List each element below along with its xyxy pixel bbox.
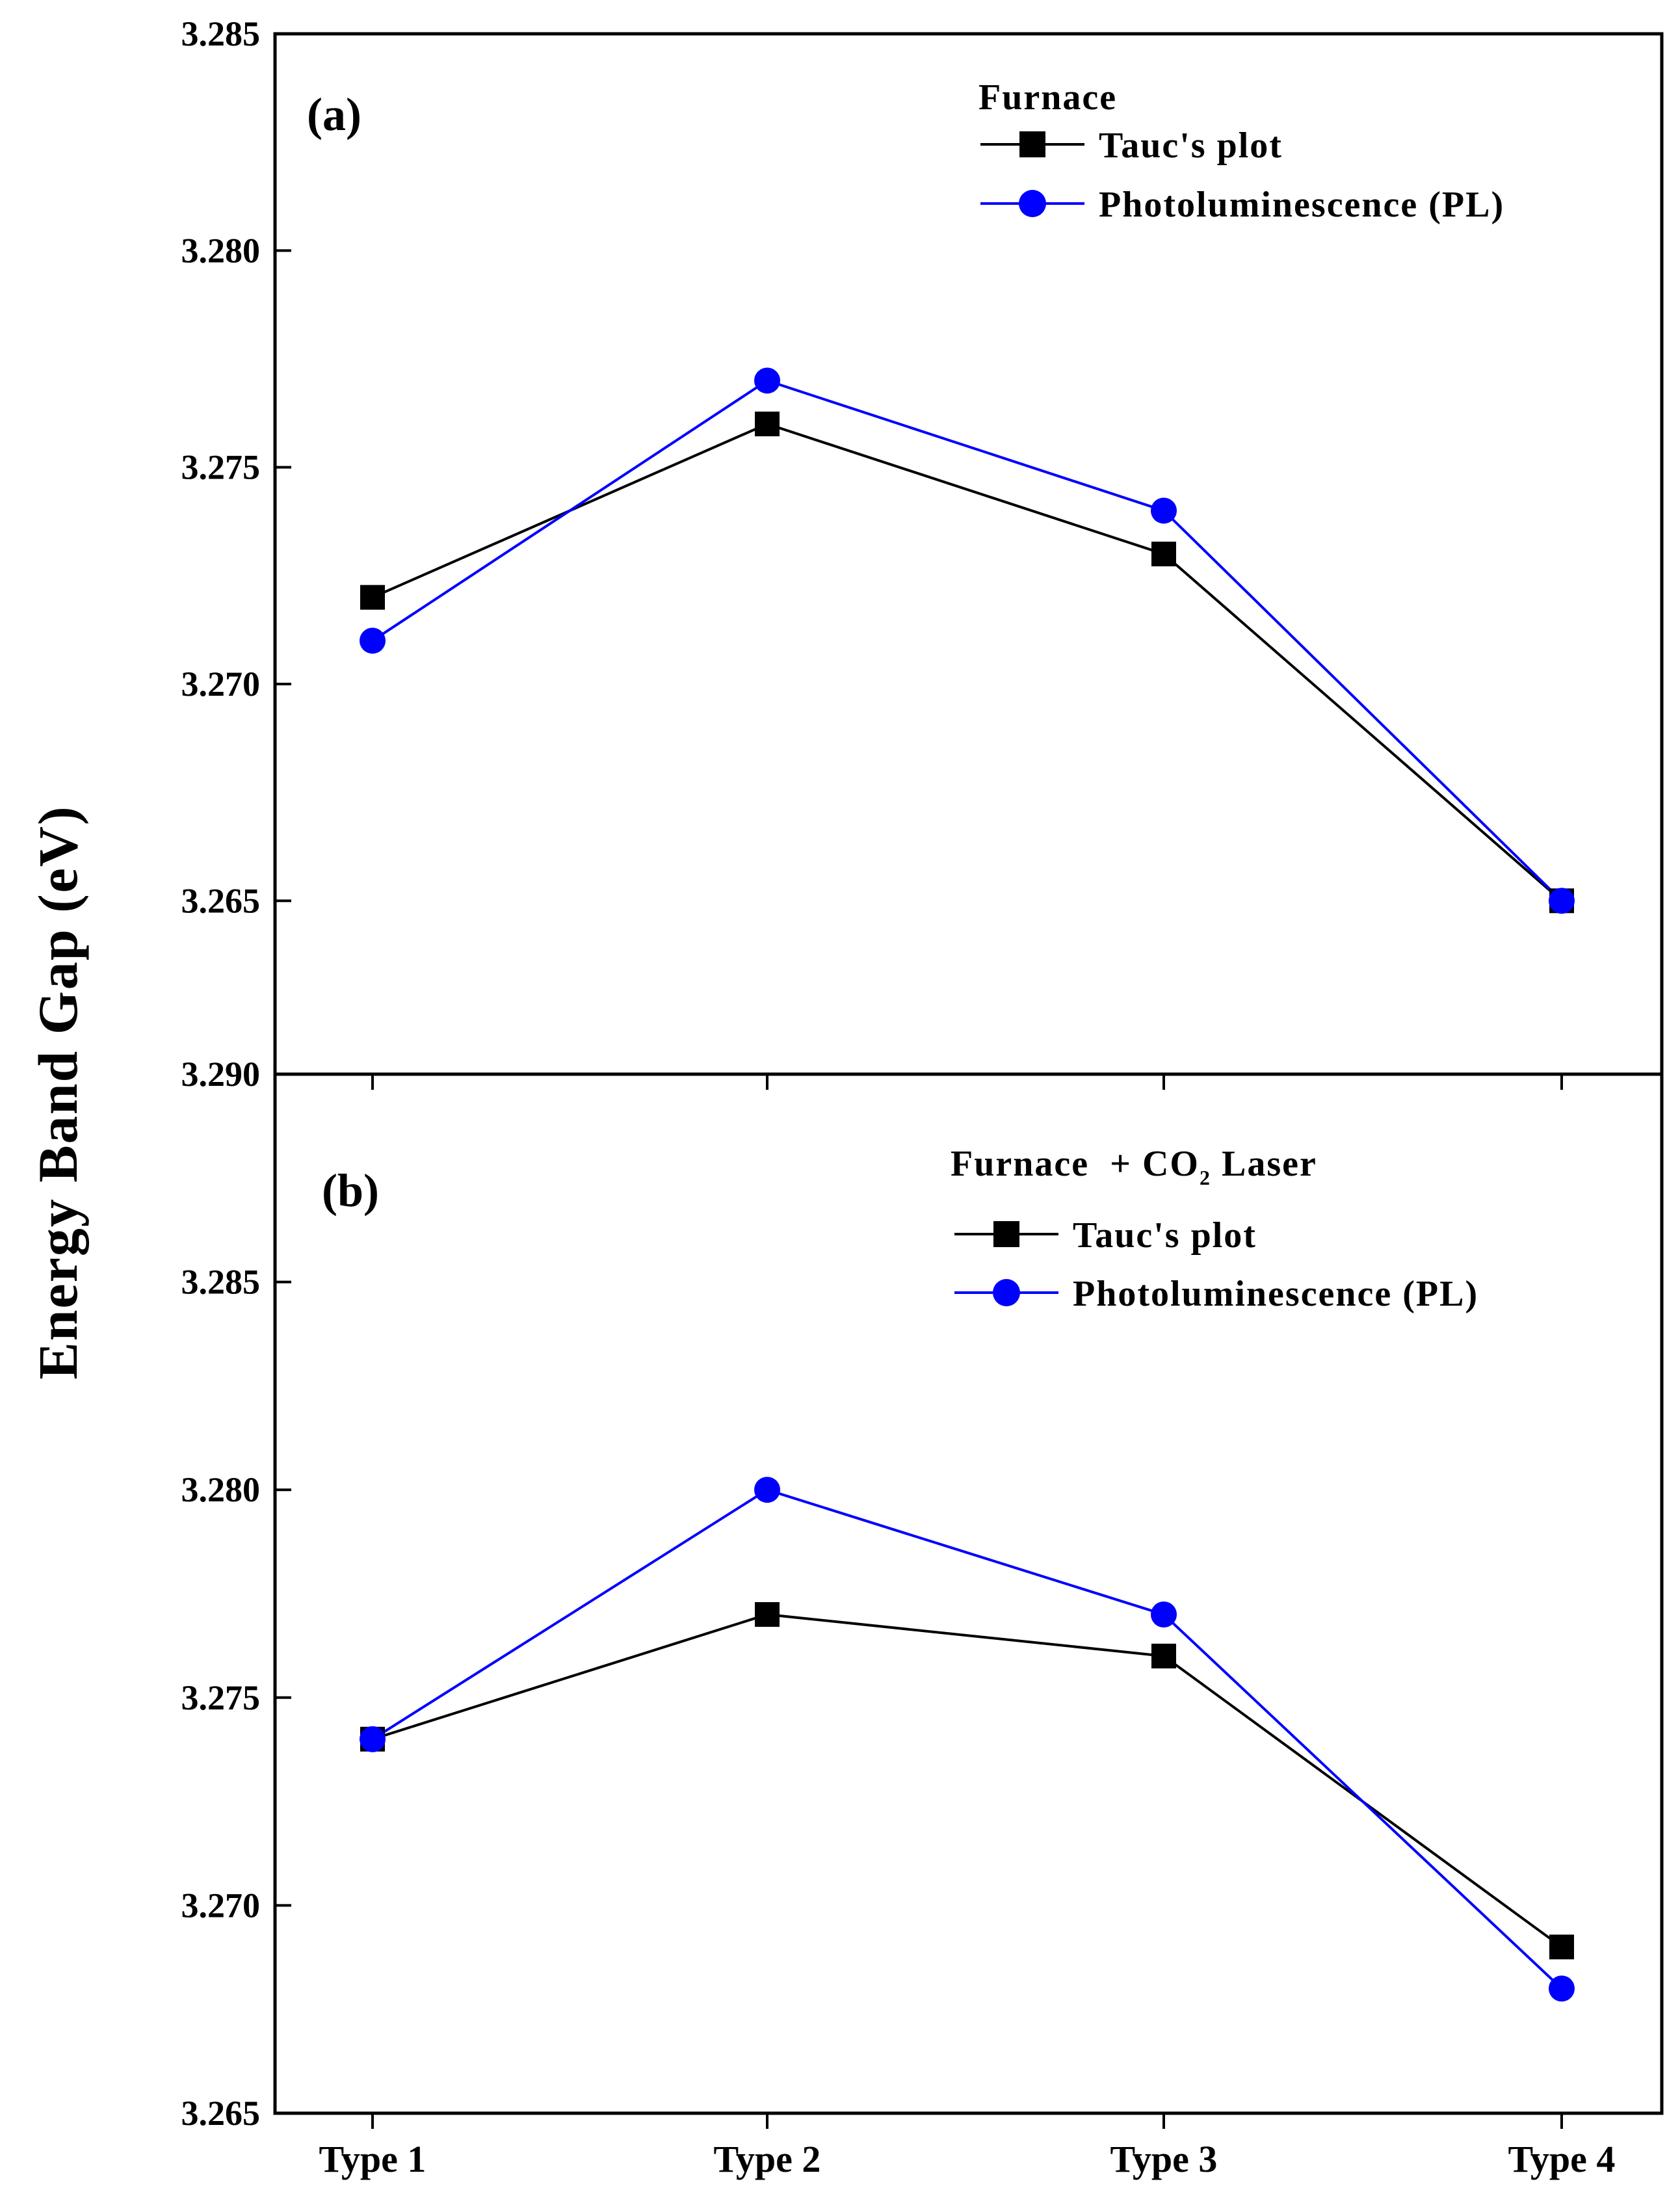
panel-a-legend-pl-marker — [1019, 190, 1046, 217]
panel-b-legend-title-end: Laser — [1211, 1144, 1317, 1184]
panel-b-legend-title-main: Furnace + CO — [951, 1144, 1200, 1184]
panel-a-pl-point — [360, 627, 386, 654]
panel-a-series — [360, 367, 1575, 914]
panel-b-x-ticks: Type 1 Type 2 Type 3 Type 4 — [319, 2113, 1616, 2180]
panel-b-y-ticks: 3.285 3.280 3.275 3.270 3.265 — [181, 1263, 291, 2133]
panel-b-pl-point — [1549, 1975, 1575, 2002]
panel-b-legend-pl-label: Photoluminescence (PL) — [1073, 1274, 1478, 1314]
panel-a-legend-pl-label: Photoluminescence (PL) — [1099, 185, 1504, 225]
panel-b-series — [360, 1477, 1575, 2002]
panel-b-y-tick-label: 3.270 — [181, 1886, 261, 1925]
x-tick-label: Type 2 — [714, 2138, 821, 2180]
panel-a-tauc-line — [372, 422, 1563, 902]
panel-a-y-tick-label: 3.265 — [181, 881, 261, 920]
panel-a-tauc-point — [755, 412, 780, 436]
x-tick-label: Type 3 — [1110, 2138, 1218, 2180]
panel-b-legend-pl-marker — [993, 1279, 1020, 1306]
y-axis-label: Energy Band Gap (eV) — [27, 805, 89, 1379]
panel-a-y-tick-label: 3.290 — [181, 1055, 261, 1094]
panel-b-legend: Furnace + CO2 Laser Tauc's plot Photolum… — [951, 1144, 1478, 1314]
panel-b-y-tick-label: 3.280 — [181, 1470, 261, 1509]
panel-a-pl-point — [1151, 497, 1177, 524]
panel-a-pl-point — [1549, 888, 1575, 914]
panel-a-legend-title-main: Furnace — [978, 77, 1117, 118]
panel-b-tauc-point — [1151, 1643, 1176, 1668]
panel-b-legend-title: Furnace + CO2 Laser — [951, 1144, 1317, 1189]
panel-a-legend-tauc-marker — [1019, 131, 1045, 157]
panel-b-tauc-point — [1549, 1934, 1574, 1960]
panel-b-y-tick-label: 3.275 — [181, 1678, 261, 1717]
panel-a-y-tick-label: 3.285 — [181, 14, 261, 53]
panel-b-legend-title-subscript: 2 — [1200, 1166, 1211, 1189]
panel-a-y-tick-label: 3.280 — [181, 231, 261, 270]
panel-b-y-tick-label: 3.265 — [181, 2094, 261, 2133]
panel-a-tauc-point — [1151, 542, 1176, 566]
panel-a-legend-title: Furnace — [978, 77, 1117, 118]
panel-b-pl-point — [754, 1477, 780, 1503]
panel-b-label: (b) — [322, 1165, 379, 1217]
panel-a-y-tick-label: 3.270 — [181, 665, 261, 704]
panel-a-y-tick-label: 3.275 — [181, 448, 261, 487]
panel-a-legend-tauc-label: Tauc's plot — [1099, 125, 1283, 166]
x-tick-label: Type 4 — [1508, 2138, 1616, 2180]
panel-a-legend: Furnace Tauc's plot Photoluminescence (P… — [978, 77, 1504, 225]
panel-b-pl-point — [360, 1726, 386, 1752]
panel-b-frame — [273, 1072, 1664, 2115]
panel-b-pl-line — [371, 1488, 1563, 1990]
panel-a-y-ticks: 3.285 3.280 3.275 3.270 3.265 3.290 — [181, 14, 291, 1094]
panel-b-pl-point — [1151, 1601, 1177, 1628]
panel-b-tauc-point — [755, 1601, 780, 1627]
panel-b-tauc-line — [372, 1613, 1563, 1948]
panel-a-pl-line — [371, 379, 1563, 902]
panel-a-pl-point — [754, 367, 780, 394]
panel-a-label: (a) — [307, 88, 361, 140]
x-tick-label: Type 1 — [319, 2138, 427, 2180]
panel-a-x-ticks — [371, 1074, 1563, 1090]
panel-a: 3.285 3.280 3.275 3.270 3.265 3.290 (a) Furna… — [181, 14, 1664, 1094]
panel-b-legend-tauc-label: Tauc's plot — [1073, 1215, 1257, 1256]
panel-b-legend-tauc-marker — [993, 1221, 1019, 1247]
panel-b-y-tick-label: 3.285 — [181, 1263, 261, 1302]
panel-a-tauc-point — [360, 585, 385, 610]
